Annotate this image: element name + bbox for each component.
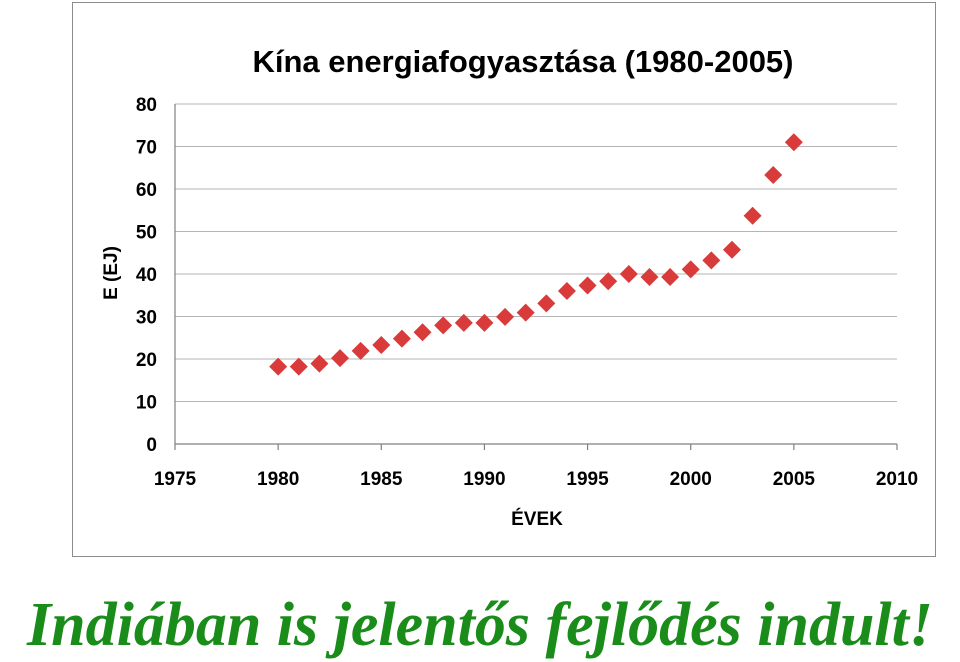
caption-text: Indiában is jelentős fejlődés indult! [26, 591, 934, 659]
data-point [702, 251, 721, 270]
x-tick-label: 1990 [463, 469, 505, 490]
y-tick-label: 80 [136, 95, 157, 116]
data-point [599, 272, 618, 291]
y-tick-label: 30 [136, 308, 157, 329]
data-point [496, 307, 515, 326]
data-point [434, 316, 453, 335]
y-tick-label: 60 [136, 180, 157, 201]
data-point [269, 357, 288, 376]
grid-lines [175, 103, 897, 402]
x-tick-label: 2000 [670, 469, 712, 490]
data-point [743, 206, 762, 225]
x-tick-label: 1985 [360, 469, 403, 490]
chart-plot: 0 10 20 30 40 50 60 70 80 1975 1980 1985 1990 1995 20… [101, 44, 918, 530]
x-tick-label: 2005 [773, 469, 816, 490]
x-axis-title: ÉVEK [511, 508, 563, 530]
data-point [640, 267, 659, 286]
x-axis [174, 104, 898, 450]
x-tick-label: 1995 [566, 469, 609, 490]
data-point [413, 323, 432, 342]
x-tick-label: 2010 [876, 469, 918, 490]
data-point [764, 165, 783, 184]
data-point [784, 133, 803, 152]
data-point [722, 240, 741, 259]
data-point [516, 303, 535, 322]
y-tick-label: 10 [136, 393, 157, 414]
y-axis-tick-labels: 0 10 20 30 40 50 60 70 80 [136, 95, 157, 456]
data-point [619, 265, 638, 283]
data-point [557, 282, 576, 300]
data-point [454, 313, 473, 332]
data-point [475, 313, 494, 332]
data-points [269, 133, 803, 376]
data-point [351, 341, 370, 360]
data-point [537, 294, 556, 313]
x-tick-label: 1975 [154, 469, 197, 490]
chart-title: Kína energiafogyasztása (1980-2005) [252, 44, 793, 79]
x-axis-tick-labels: 1975 1980 1985 1990 1995 2000 2005 2010 [154, 469, 918, 490]
data-point [331, 349, 350, 368]
data-point [289, 357, 308, 376]
y-tick-label: 0 [146, 435, 157, 456]
chart-frame [72, 2, 936, 557]
y-tick-label: 70 [136, 138, 157, 159]
y-tick-label: 20 [136, 350, 157, 371]
x-tick-label: 1980 [257, 469, 299, 490]
data-point [310, 354, 329, 373]
data-point [681, 260, 700, 279]
y-tick-label: 50 [136, 223, 157, 244]
y-tick-label: 40 [136, 265, 157, 286]
data-point [372, 335, 391, 354]
data-point [578, 276, 597, 295]
data-point [661, 267, 680, 286]
data-point [392, 329, 411, 348]
y-axis-title: E (EJ) [101, 246, 122, 300]
